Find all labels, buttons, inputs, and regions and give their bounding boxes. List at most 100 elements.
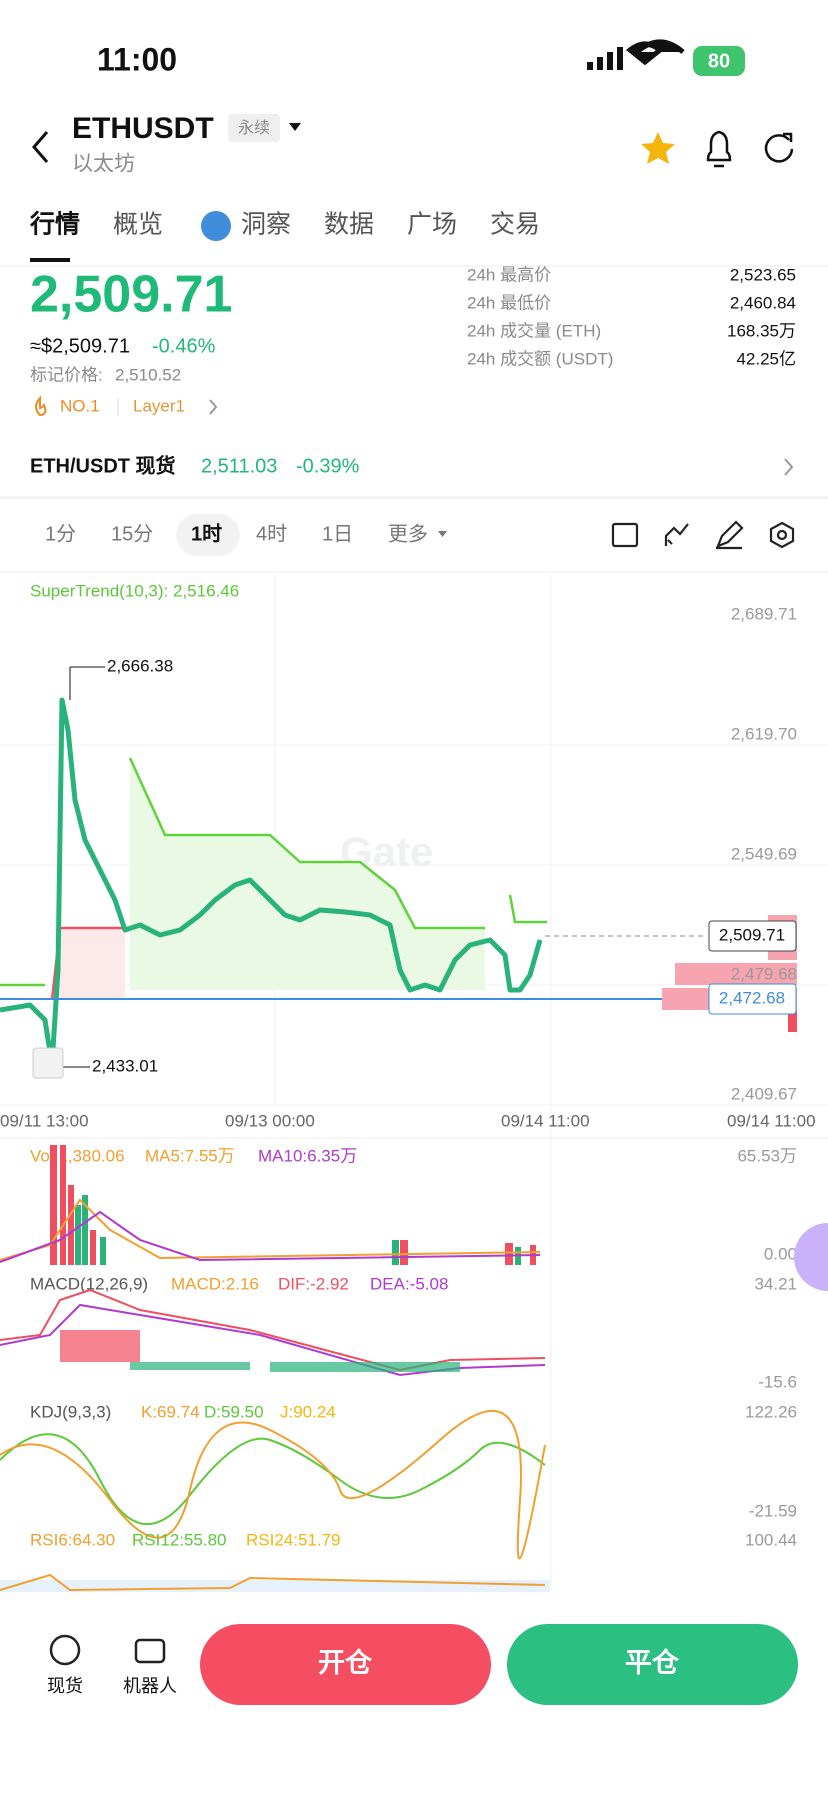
divider xyxy=(0,496,828,499)
stats: 24h 最高价 2,523.65 24h 最低价 2,460.84 24h 成交… xyxy=(467,265,796,368)
spot-link[interactable]: 现货 xyxy=(47,1676,83,1696)
dropdown[interactable] xyxy=(289,123,301,131)
expand[interactable] xyxy=(32,1047,64,1079)
axis-label: 2,549.69 xyxy=(731,844,797,863)
kdj-d: D:59.50 xyxy=(204,1402,264,1421)
mark-price: 2,510.52 xyxy=(115,365,181,384)
price-axis: 2,689.71 2,619.70 2,549.69 2,479.68 2,40… xyxy=(731,604,797,1103)
symbol[interactable]: ETHUSDT xyxy=(72,112,214,145)
time: 11:00 xyxy=(97,41,177,77)
interval[interactable]: 4时 xyxy=(256,522,287,545)
tab[interactable]: 洞察 xyxy=(241,211,291,239)
kdj-k: K:69.74 xyxy=(141,1402,200,1421)
dif: DIF:-2.92 xyxy=(278,1274,349,1293)
tab[interactable]: 广场 xyxy=(407,211,457,239)
stat-label: 24h 最低价 xyxy=(467,293,551,312)
axis-label: 2,619.70 xyxy=(731,724,797,743)
stat-value: 42.25亿 xyxy=(736,349,796,368)
wifi xyxy=(625,39,685,66)
close-button[interactable] xyxy=(507,1624,798,1705)
alert[interactable] xyxy=(706,130,732,168)
change: -0.46% xyxy=(152,335,216,357)
stat-label: 24h 成交额 (USDT) xyxy=(467,349,613,368)
axis-label: 2,689.71 xyxy=(731,604,797,623)
rsi-line xyxy=(0,1573,546,1592)
chevron xyxy=(784,458,794,476)
last-price: 2,509.71 xyxy=(719,925,785,944)
macd-name: MACD(12,26,9) xyxy=(30,1274,148,1293)
spot-label[interactable]: ETH/USDT 现货 xyxy=(30,453,176,477)
last-price-box xyxy=(708,920,797,952)
tab[interactable]: 数据 xyxy=(324,211,374,239)
vol: Vol:1,380.06 xyxy=(30,1146,125,1165)
line-price-box xyxy=(708,983,797,1015)
price: 2,509.71 xyxy=(30,266,232,324)
kdj-j: J:90.24 xyxy=(280,1402,336,1421)
spot-change: -0.39% xyxy=(296,455,360,477)
stat-value: 168.35万 xyxy=(727,321,796,340)
chevron xyxy=(209,399,218,415)
subtitle: 以太坊 xyxy=(72,153,135,176)
tool-icon[interactable] xyxy=(716,520,744,550)
tag[interactable]: Layer1 xyxy=(133,396,185,415)
interval[interactable]: 15分 xyxy=(111,522,153,545)
vol-bars xyxy=(75,1195,521,1265)
favorite[interactable] xyxy=(641,132,675,164)
ma10-line xyxy=(0,1210,541,1263)
line-price: 2,472.68 xyxy=(719,988,785,1007)
tab-underline xyxy=(30,258,70,262)
time-axis: 09/11 13:00 09/13 00:00 09/14 11:00 09/1… xyxy=(0,1111,816,1130)
macd-bars xyxy=(130,1362,460,1372)
stat-label: 24h 成交量 (ETH) xyxy=(467,321,601,340)
kdj-k-line xyxy=(0,1410,546,1560)
interval[interactable]: 1分 xyxy=(45,522,76,545)
macd-min: -15.6 xyxy=(758,1372,797,1391)
kdj-min: -21.59 xyxy=(749,1501,797,1520)
rsi-max: 100.44 xyxy=(745,1530,797,1549)
tool-icon[interactable] xyxy=(769,521,795,549)
signal xyxy=(587,47,623,70)
bot-icon[interactable] xyxy=(134,1638,166,1664)
badge: 永续 xyxy=(238,119,270,137)
tool-icon xyxy=(776,529,788,541)
open-label[interactable]: 开仓 xyxy=(318,1648,373,1678)
intervals: 1分 15分 1时 4时 1日 更多 xyxy=(45,522,428,545)
time-label: 09/14 11:00 xyxy=(501,1111,590,1130)
tab[interactable]: 行情 xyxy=(29,211,80,239)
tab[interactable]: 交易 xyxy=(490,211,540,239)
back[interactable] xyxy=(32,131,49,163)
kdj-name: KDJ(9,3,3) xyxy=(30,1402,111,1421)
kdj-max: 122.26 xyxy=(745,1402,797,1421)
interval[interactable]: 更多 xyxy=(388,522,428,545)
price-path xyxy=(0,697,543,1068)
float-button[interactable] xyxy=(794,1223,828,1291)
tool-icon[interactable] xyxy=(611,522,639,548)
macd-bars xyxy=(60,1330,140,1362)
kdj-d-line xyxy=(0,1433,546,1526)
time-label: 09/11 13:00 xyxy=(0,1111,89,1130)
more-arrow xyxy=(438,531,447,537)
open-button[interactable] xyxy=(200,1624,491,1705)
rank: NO.1 xyxy=(60,396,100,415)
low-marker: 2,433.01 xyxy=(92,1056,158,1075)
share[interactable] xyxy=(764,132,794,163)
trend-fill xyxy=(130,758,485,990)
ma5: MA5:7.55万 xyxy=(145,1146,235,1165)
interval[interactable]: 1日 xyxy=(322,523,353,545)
spot-price: 2,511.03 xyxy=(201,455,277,477)
badge-bg xyxy=(228,114,280,142)
axis-label: 2,409.67 xyxy=(731,1084,797,1103)
rsi12: RSI12:55.80 xyxy=(132,1530,227,1549)
interval[interactable]: 1时 xyxy=(191,522,222,545)
tab[interactable]: 概览 xyxy=(113,211,163,239)
grid xyxy=(0,575,828,1590)
rsi6: RSI6:64.30 xyxy=(30,1530,115,1549)
tabs: 行情 概览 洞察 数据 广场 交易 xyxy=(29,211,540,241)
bot-link[interactable]: 机器人 xyxy=(123,1676,177,1696)
spot-icon[interactable] xyxy=(49,1634,81,1666)
tool-icon[interactable] xyxy=(664,523,689,546)
vol-max: 65.53万 xyxy=(737,1146,797,1165)
close-label[interactable]: 平仓 xyxy=(625,1648,680,1678)
stat-label: 24h 最高价 xyxy=(467,265,551,284)
battery xyxy=(693,46,745,76)
